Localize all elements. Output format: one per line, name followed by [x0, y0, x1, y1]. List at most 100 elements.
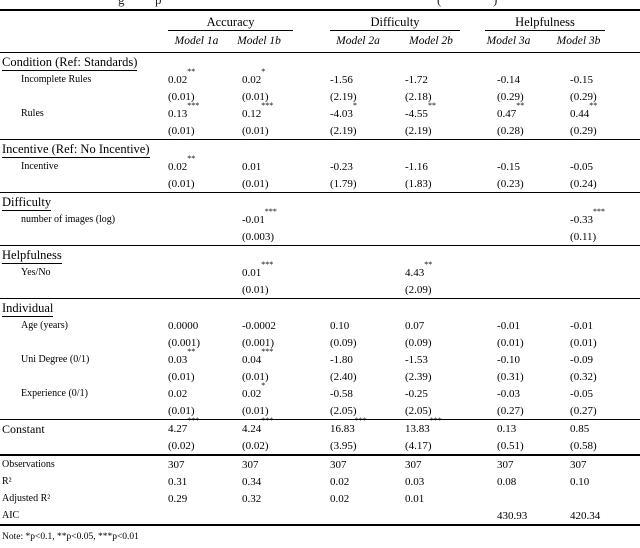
section-header-cell: Condition (Ref: Standards)	[0, 53, 640, 72]
model-header-1a: Model 1a	[165, 31, 228, 53]
coef-cell: -0.14	[497, 73, 520, 86]
row-label-empty	[0, 88, 165, 105]
se-cell: (0.01)	[497, 336, 524, 349]
se-cell: (2.40)	[330, 370, 357, 383]
coef-cell: 0.02**	[168, 154, 196, 173]
row-label-empty	[0, 368, 165, 385]
stat-cell: 307	[405, 458, 422, 471]
stat-cell	[228, 507, 310, 525]
se-cell: (0.01)	[242, 404, 269, 417]
coef-cell: 0.13	[497, 422, 517, 435]
coef-cell: 0.13***	[168, 101, 200, 120]
stat-cell: 0.02	[330, 475, 350, 488]
coef-cell: -0.03	[497, 387, 520, 400]
stat-cell: 0.31	[168, 475, 188, 488]
coefficient-row: Yes/No 0.01*** 4.43**	[0, 260, 640, 281]
section-row: Condition (Ref: Standards)	[0, 52, 640, 72]
significance-note: Note: *p<0.1, **p<0.05, ***p<0.01	[2, 532, 139, 542]
coef-cell	[310, 264, 390, 281]
stat-row: AIC 430.93 420.34	[0, 507, 640, 525]
se-cell: (0.58)	[570, 439, 597, 452]
model-header-2a: Model 2a	[310, 31, 391, 53]
se-cell: (0.24)	[570, 177, 597, 190]
se-cell: (0.02)	[242, 439, 269, 452]
coef-cell: 0.04***	[242, 347, 274, 366]
coef-cell: -0.15	[497, 160, 520, 173]
section-header-cell: Helpfulness	[0, 246, 640, 265]
coef-cell: -0.01***	[242, 207, 277, 226]
se-cell: (2.05)	[405, 404, 432, 417]
se-row: (0.001) (0.001) (0.09) (0.09) (0.01) (0.01)	[0, 334, 640, 351]
stat-cell: 0.10	[570, 475, 590, 488]
caption-fragment: )	[493, 0, 497, 8]
se-cell: (4.17)	[405, 439, 432, 452]
row-label-empty	[0, 228, 165, 246]
coef-cell	[390, 211, 472, 228]
coef-cell: 4.27***	[168, 416, 200, 435]
se-cell	[165, 281, 228, 299]
se-cell: (0.28)	[497, 124, 524, 137]
se-cell: (3.95)	[330, 439, 357, 452]
col-group-helpfulness: Helpfulness	[472, 10, 640, 31]
coef-cell	[310, 211, 390, 228]
coefficient-row: Age (years) 0.0000 -0.0002 0.10 0.07 -0.01 -0.…	[0, 317, 640, 334]
se-cell: (0.01)	[168, 90, 195, 103]
coef-cell: -0.23	[330, 160, 353, 173]
stat-label: Observations	[2, 458, 55, 470]
se-cell: (0.23)	[497, 177, 524, 190]
coef-cell: -0.05	[570, 160, 593, 173]
section-row: Helpfulness	[0, 245, 640, 265]
stat-cell: 307	[570, 458, 587, 471]
coef-cell: -1.80	[330, 353, 353, 366]
coef-cell: -0.0002	[242, 319, 276, 332]
se-cell: (0.01)	[242, 283, 269, 296]
row-label-empty	[0, 334, 165, 351]
coef-cell: -0.09	[570, 353, 593, 366]
se-cell: (2.19)	[330, 124, 357, 137]
col-group-accuracy: Accuracy	[165, 10, 310, 31]
coef-cell: 4.43**	[405, 260, 433, 279]
stat-cell: 307	[497, 458, 514, 471]
row-label-empty	[0, 281, 165, 299]
se-cell	[472, 281, 545, 299]
coef-cell: -0.10	[497, 353, 520, 366]
row-label: Incomplete Rules	[21, 73, 92, 85]
se-cell: (0.001)	[242, 336, 275, 349]
se-cell: (0.02)	[168, 439, 195, 452]
stat-cell	[165, 507, 228, 525]
section-row: Individual	[0, 298, 640, 318]
stat-cell: 430.93	[497, 509, 528, 522]
coef-cell: 0.85	[570, 422, 590, 435]
stat-row: Adjusted R² 0.29 0.32 0.02 0.01	[0, 490, 640, 507]
coef-cell	[545, 264, 640, 281]
corner-cell	[0, 31, 165, 53]
coef-cell: -1.56	[330, 73, 353, 86]
col-group-helpfulness-label: Helpfulness	[485, 16, 606, 31]
coef-cell: 0.02*	[242, 381, 266, 400]
coef-cell: 0.10	[330, 319, 350, 332]
stat-cell: 0.34	[242, 475, 262, 488]
se-row: (0.01) (0.01) (2.05) (2.05) (0.27) (0.27)	[0, 402, 640, 420]
constant-row: Constant 4.27*** 4.24*** 16.83*** 13.83*** 0.…	[0, 416, 640, 438]
se-cell: (0.31)	[497, 370, 524, 383]
se-cell: (0.32)	[570, 370, 597, 383]
coef-cell: 0.03**	[168, 347, 196, 366]
se-cell	[390, 228, 472, 246]
stat-label: Adjusted R²	[2, 492, 51, 504]
section-header-label: Helpfulness	[2, 248, 62, 264]
coef-cell: 0.07	[405, 319, 425, 332]
se-cell: (0.11)	[570, 230, 597, 243]
section-header-label: Difficulty	[2, 195, 52, 211]
caption-fragment: p	[155, 0, 162, 8]
coef-cell: -0.05	[570, 387, 593, 400]
se-cell: (0.003)	[242, 230, 275, 243]
caption-fragment: (	[437, 0, 441, 8]
coef-cell: 0.02*	[242, 67, 266, 86]
row-label: Yes/No	[21, 266, 51, 278]
stat-row: R² 0.31 0.34 0.02 0.03 0.08 0.10	[0, 473, 640, 490]
coef-cell: -4.03*	[330, 101, 357, 120]
constant-se-row: (0.02) (0.02) (3.95) (4.17) (0.51) (0.58)	[0, 437, 640, 455]
stat-cell	[390, 507, 472, 525]
se-row: (0.01) (2.09)	[0, 281, 640, 299]
se-cell: (0.01)	[242, 90, 269, 103]
